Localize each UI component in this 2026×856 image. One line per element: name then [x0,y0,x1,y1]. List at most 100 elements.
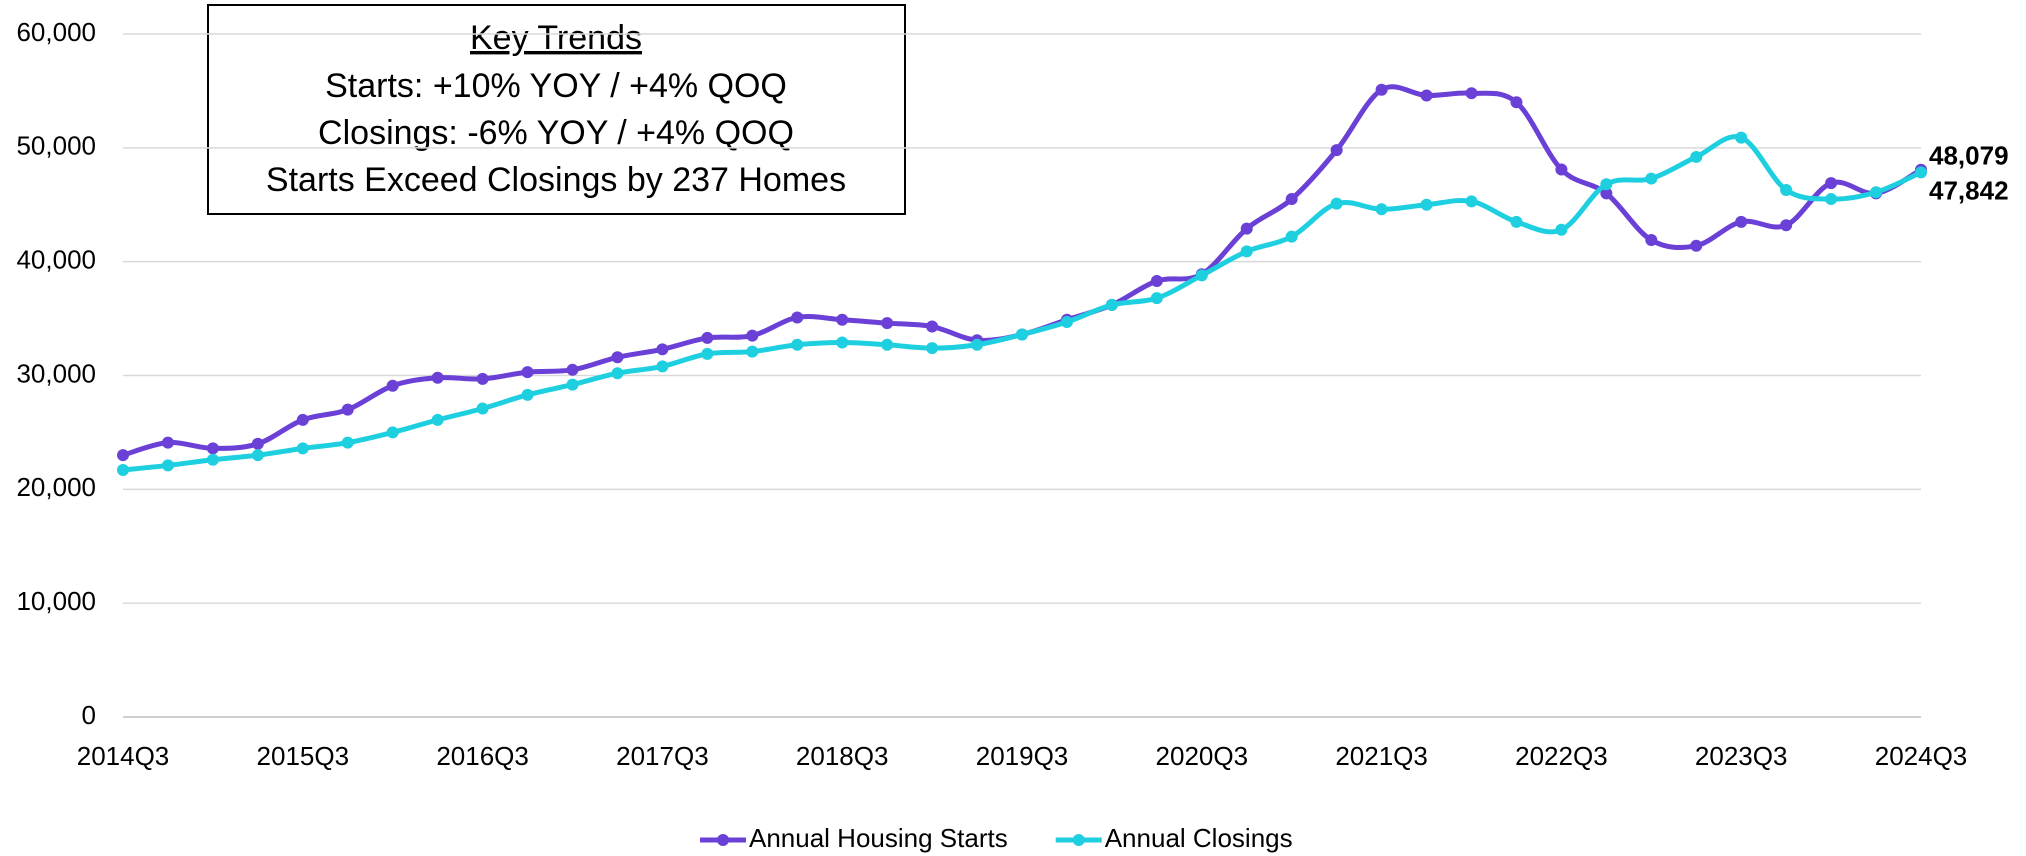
point [521,366,534,379]
point [1240,245,1253,258]
point [1690,150,1703,163]
point [701,347,714,360]
point [791,338,804,351]
x-tick-label: 2015Q3 [257,741,350,771]
point [566,363,579,376]
point [1690,239,1703,252]
point [1285,230,1298,243]
point [1060,315,1073,328]
y-tick-label: 0 [82,700,96,730]
point [1016,328,1028,341]
point [1780,219,1793,232]
legend-label: Annual Closings [1105,823,1293,853]
point [1375,203,1388,216]
point [161,459,174,472]
point [1645,172,1658,185]
point [1825,177,1838,190]
point [431,413,444,426]
text-box-title: Key Trends [470,19,642,57]
point [971,338,984,351]
point [386,426,399,439]
point [1195,269,1208,282]
point [746,345,759,358]
point [881,338,894,351]
point [206,442,219,455]
legend-label: Annual Housing Starts [749,823,1008,853]
x-tick-label: 2017Q3 [616,741,709,771]
point [926,320,939,333]
point [1510,215,1523,228]
point [431,371,444,384]
point [117,463,129,476]
point [251,449,264,462]
text-box-line: Starts: +10% YOY / +4% QOQ [325,67,787,105]
y-tick-label: 40,000 [16,245,96,275]
point [1375,83,1388,96]
grid [123,33,1921,718]
y-tick-label: 10,000 [16,586,96,616]
point [1330,144,1343,157]
point [476,372,489,385]
point [611,367,624,380]
text-box-line: Closings: -6% YOY / +4% QOQ [318,114,794,152]
point [656,360,669,373]
y-tick-label: 60,000 [16,17,96,47]
x-tick-label: 2023Q3 [1695,741,1788,771]
series [117,131,1927,476]
legend-marker [717,834,729,846]
point [611,351,624,364]
point [296,413,309,426]
point [746,329,759,342]
point [521,388,534,401]
point [1735,215,1748,228]
point [1780,183,1793,196]
point [881,317,894,330]
x-tick-label: 2024Q3 [1875,741,1968,771]
y-tick-label: 50,000 [16,131,96,161]
point [791,311,804,324]
point [1600,187,1613,200]
point [1465,87,1478,100]
point [926,342,939,355]
x-tick-label: 2020Q3 [1156,741,1249,771]
point [1285,193,1298,206]
point [1105,298,1118,311]
x-tick-label: 2019Q3 [976,741,1069,771]
y-tick-label: 20,000 [16,472,96,502]
x-tick-label: 2021Q3 [1335,741,1428,771]
point [1870,186,1883,199]
point [206,453,219,466]
point [701,331,714,344]
point [1735,131,1748,144]
point [296,442,309,455]
point [161,436,174,449]
point [1420,198,1433,211]
point [386,379,399,392]
data-label: 47,842 [1929,175,2009,205]
y-tick-label: 30,000 [16,358,96,388]
x-tick-label: 2018Q3 [796,741,889,771]
text-box-line: Starts Exceed Closings by 237 Homes [266,161,846,199]
point [1645,234,1658,247]
point [1555,163,1568,176]
point [836,336,849,349]
x-tick-label: 2022Q3 [1515,741,1608,771]
point [566,378,579,391]
x-tick-label: 2014Q3 [77,741,170,771]
point [476,402,489,415]
point [341,436,354,449]
data-label: 48,079 [1929,141,2009,171]
point [1555,223,1568,236]
point [1600,178,1613,191]
point [836,313,849,326]
point [251,437,264,450]
point [1330,197,1343,210]
key-trends-box: Key Trends Starts: +10% YOY / +4% QOQ Cl… [207,4,906,215]
point [1420,89,1433,102]
x-tick-label: 2016Q3 [436,741,529,771]
point [1825,193,1838,206]
point [341,403,354,416]
legend-marker [1072,834,1085,846]
